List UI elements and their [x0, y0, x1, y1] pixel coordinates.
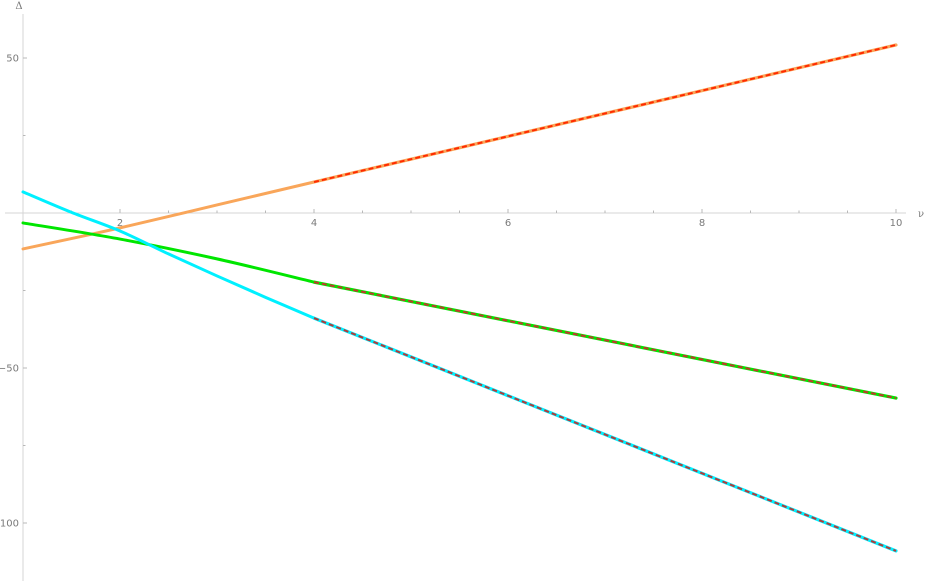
cyan-curve: [21, 190, 316, 320]
x-tick-label: 8: [699, 218, 705, 229]
y-tick-label: −100: [0, 519, 19, 530]
y-tick-label: 50: [6, 54, 19, 65]
x-tick-label: 2: [117, 218, 123, 229]
green-curve: [21, 221, 316, 284]
cyan-asymptote: [313, 317, 897, 552]
y-axis-label: Δ: [15, 1, 22, 12]
plot-series: [21, 43, 898, 553]
x-tick-label: 6: [505, 218, 511, 229]
x-tick-label: 10: [890, 218, 903, 229]
axis-labels: Δ ν: [15, 1, 924, 220]
axes: 2 4 6 8 10 50 −50 −100: [0, 14, 906, 581]
x-axis-label: ν: [918, 209, 924, 220]
y-tick-label: −50: [0, 364, 19, 375]
green-asymptote: [313, 281, 897, 400]
orange-curve: [21, 180, 316, 251]
x-tick-label: 4: [311, 218, 317, 229]
orange-asymptote: [313, 44, 897, 183]
